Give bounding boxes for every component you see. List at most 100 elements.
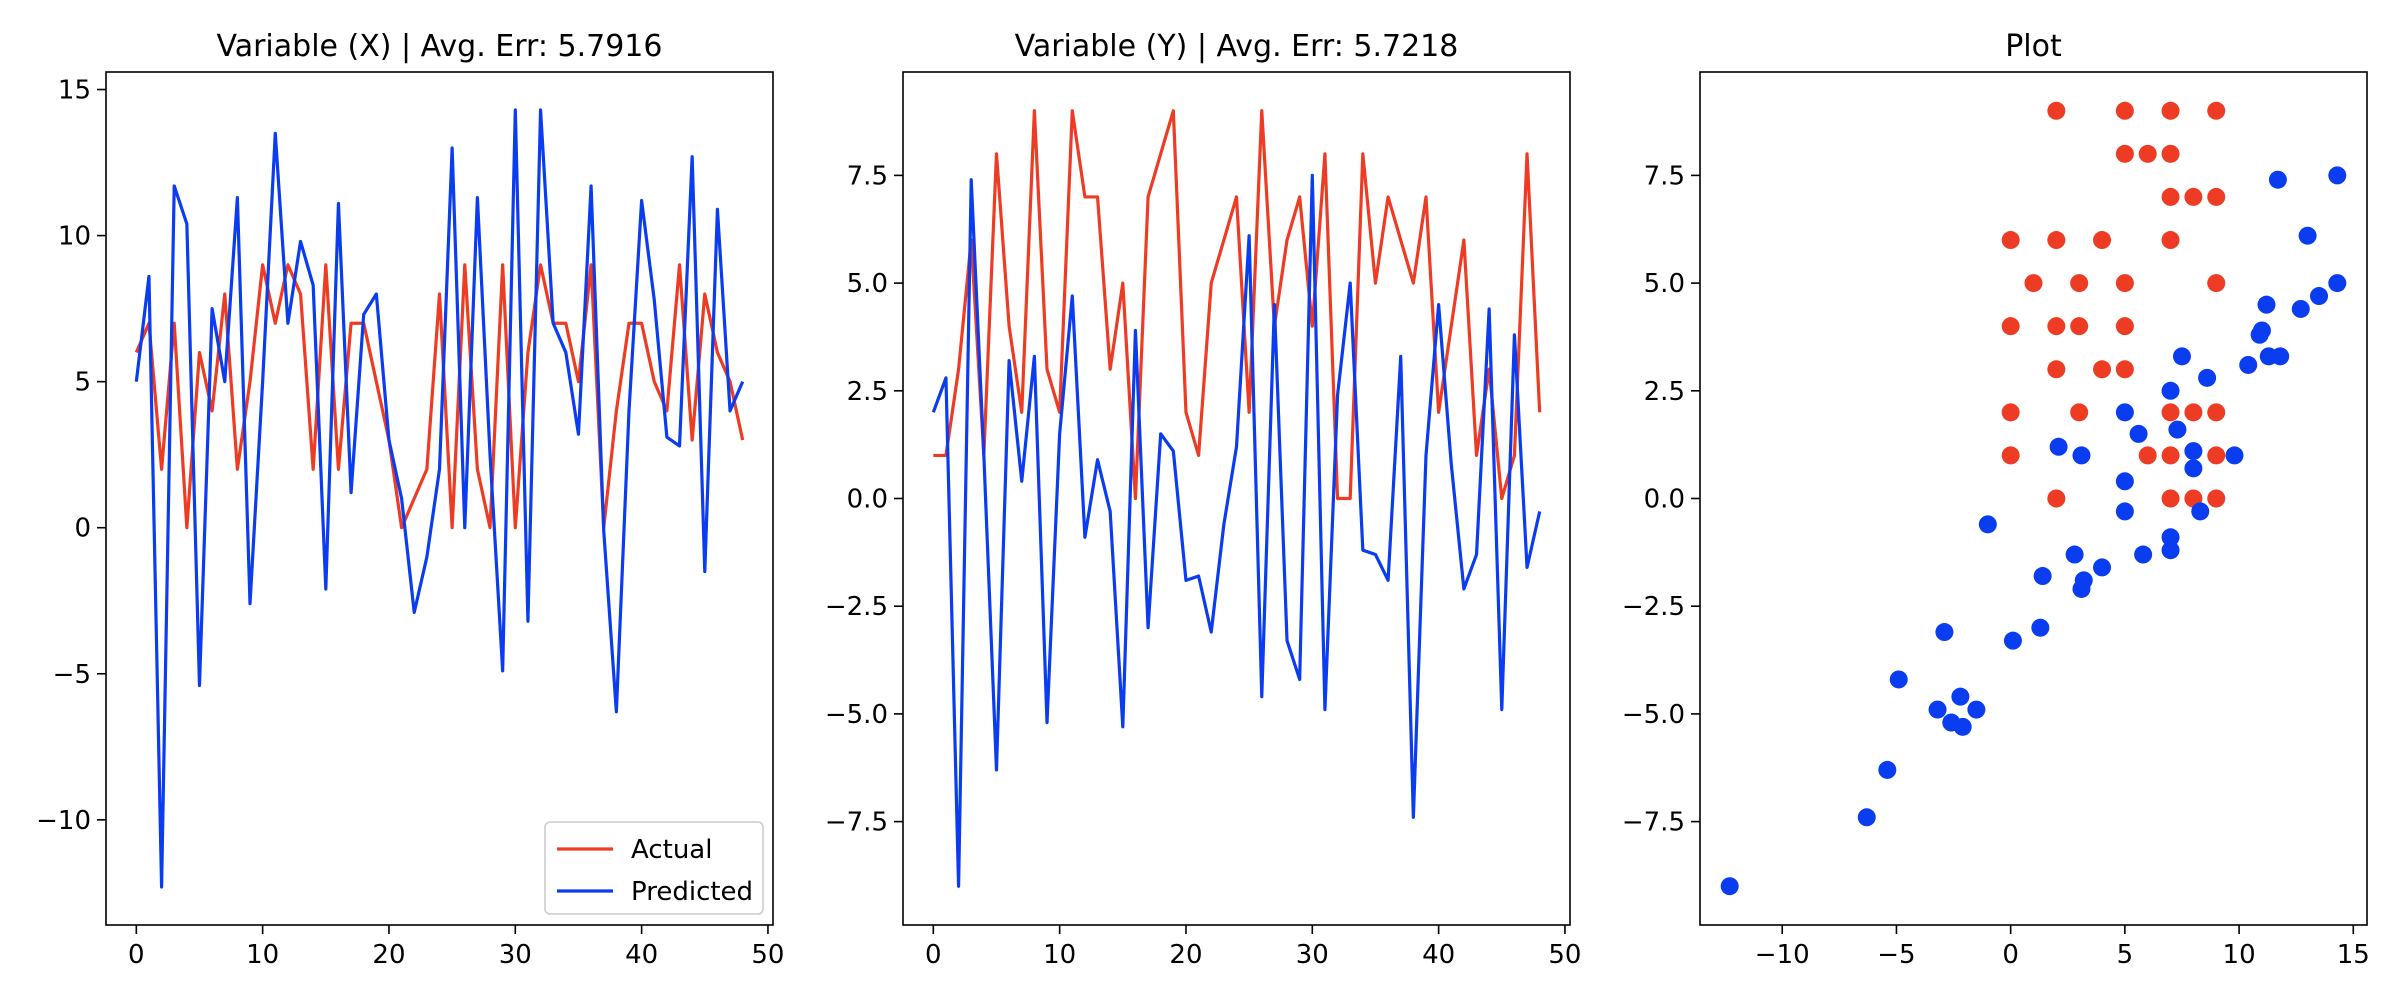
x-tick-label: 10 <box>2223 940 2256 970</box>
scatter-point-red <box>2070 317 2089 336</box>
scatter-point-blue <box>2310 287 2329 306</box>
y-tick-label: 5.0 <box>847 269 888 299</box>
x-tick-label: 30 <box>1296 940 1329 970</box>
x-axis-ticks: 0 10 20 30 40 50 <box>128 925 784 970</box>
scatter-point-blue <box>2161 528 2180 547</box>
scatter-point-blue <box>2239 355 2258 374</box>
scatter-point-blue <box>1720 877 1739 896</box>
chart-title: Variable (Y) | Avg. Err: 5.7218 <box>1015 29 1459 64</box>
scatter-point-blue <box>2225 446 2244 465</box>
y-tick-label: 15 <box>58 76 91 106</box>
scatter-point-blue <box>1951 687 1970 706</box>
y-tick-label: −7.5 <box>1622 808 1685 838</box>
scatter-point-red <box>2047 360 2066 379</box>
x-axis-ticks: −10 −5 0 5 10 15 <box>1755 925 2370 970</box>
y-tick-label: 5 <box>74 368 91 398</box>
scatter-point-blue <box>1978 515 1997 534</box>
scatter-point-blue <box>1928 700 1947 719</box>
scatter-point-red <box>2070 403 2089 422</box>
scatter-point-blue <box>2074 571 2093 590</box>
chart-title: Plot <box>2005 29 2062 64</box>
plot-frame <box>105 71 774 926</box>
chart-marks <box>931 109 1542 888</box>
scatter-point-red <box>2093 360 2112 379</box>
legend-label-predicted: Predicted <box>631 877 753 907</box>
chart-marks <box>1720 101 2347 896</box>
scatter-point-blue <box>2291 299 2310 318</box>
scatter-point-red <box>2207 187 2226 206</box>
scatter-point-blue <box>2115 502 2134 521</box>
scatter-point-blue <box>2257 295 2276 314</box>
x-tick-label: 15 <box>2337 940 2370 970</box>
scatter-point-blue <box>2191 502 2210 521</box>
y-tick-label: −5 <box>53 660 91 690</box>
scatter-point-red <box>2161 101 2180 120</box>
scatter-point-blue <box>2328 274 2347 293</box>
x-tick-label: 30 <box>499 940 532 970</box>
series-line-actual <box>134 263 745 530</box>
y-tick-label: −10 <box>36 806 91 836</box>
y-tick-label: −7.5 <box>825 808 888 838</box>
x-tick-label: 0 <box>128 940 145 970</box>
x-tick-label: −5 <box>1877 940 1915 970</box>
scatter-point-blue <box>1967 700 1986 719</box>
scatter-point-red <box>2115 360 2134 379</box>
scatter-point-blue <box>2065 545 2084 564</box>
y-tick-label: −2.5 <box>1622 592 1685 622</box>
scatter-point-red <box>2207 489 2226 508</box>
y-tick-label: 10 <box>58 222 91 252</box>
scatter-point-red <box>2047 489 2066 508</box>
legend: Actual Predicted <box>544 821 764 915</box>
y-axis-ticks: −7.5 −5.0 −2.5 0.0 2.5 5.0 7.5 <box>1622 161 1700 838</box>
scatter-point-red <box>2024 274 2043 293</box>
chart-marks <box>134 108 745 889</box>
y-tick-label: 7.5 <box>1644 161 1685 191</box>
scatter-point-red <box>2207 274 2226 293</box>
y-tick-label: 7.5 <box>847 161 888 191</box>
scatter-point-red <box>2161 489 2180 508</box>
y-axis-ticks: −10 −5 0 5 10 15 <box>36 76 106 836</box>
scatter-point-blue <box>2198 368 2217 387</box>
scatter-point-blue <box>2252 321 2271 340</box>
x-tick-label: 10 <box>246 940 279 970</box>
scatter-point-red <box>2184 403 2203 422</box>
scatter-point-blue <box>2093 558 2112 577</box>
x-tick-label: 40 <box>625 940 658 970</box>
scatter-point-blue <box>2271 347 2290 366</box>
scatter-point-blue <box>2134 545 2153 564</box>
scatter-point-blue <box>1953 717 1972 736</box>
y-tick-label: 0.0 <box>847 485 888 515</box>
series-line-red <box>933 109 1542 501</box>
scatter-point-blue <box>2049 437 2068 456</box>
scatter-point-red <box>2161 231 2180 250</box>
scatter-point-blue <box>1889 670 1908 689</box>
scatter-point-red <box>2207 446 2226 465</box>
y-tick-label: 5.0 <box>1644 269 1685 299</box>
scatter-point-red <box>2070 274 2089 293</box>
scatter-point-blue <box>2003 631 2022 650</box>
y-tick-label: 0.0 <box>1644 485 1685 515</box>
scatter-point-red <box>2115 274 2134 293</box>
scatter-point-red <box>2161 144 2180 163</box>
scatter-point-red <box>2115 144 2134 163</box>
scatter-point-red <box>2207 101 2226 120</box>
chart-panel-variable-y: Variable (Y) | Avg. Err: 5.7218 0 10 20 30 4… <box>825 29 1582 970</box>
x-tick-label: 20 <box>1169 940 1202 970</box>
scatter-point-blue <box>2115 403 2134 422</box>
scatter-point-blue <box>2268 170 2287 189</box>
series-line-predicted <box>134 108 745 889</box>
scatter-point-red <box>2161 446 2180 465</box>
scatter-point-red <box>2161 403 2180 422</box>
scatter-point-red <box>2115 101 2134 120</box>
y-tick-label: −5.0 <box>1622 700 1685 730</box>
x-axis-ticks: 0 10 20 30 40 50 <box>925 925 1581 970</box>
scatter-point-red <box>2115 317 2134 336</box>
x-tick-label: 5 <box>2117 940 2134 970</box>
scatter-point-blue <box>2072 446 2091 465</box>
x-tick-label: 50 <box>1548 940 1581 970</box>
scatter-point-blue <box>2184 442 2203 461</box>
x-tick-label: 0 <box>925 940 942 970</box>
scatter-point-red <box>2138 446 2157 465</box>
scatter-point-blue <box>2031 618 2050 637</box>
x-tick-label: 50 <box>751 940 784 970</box>
